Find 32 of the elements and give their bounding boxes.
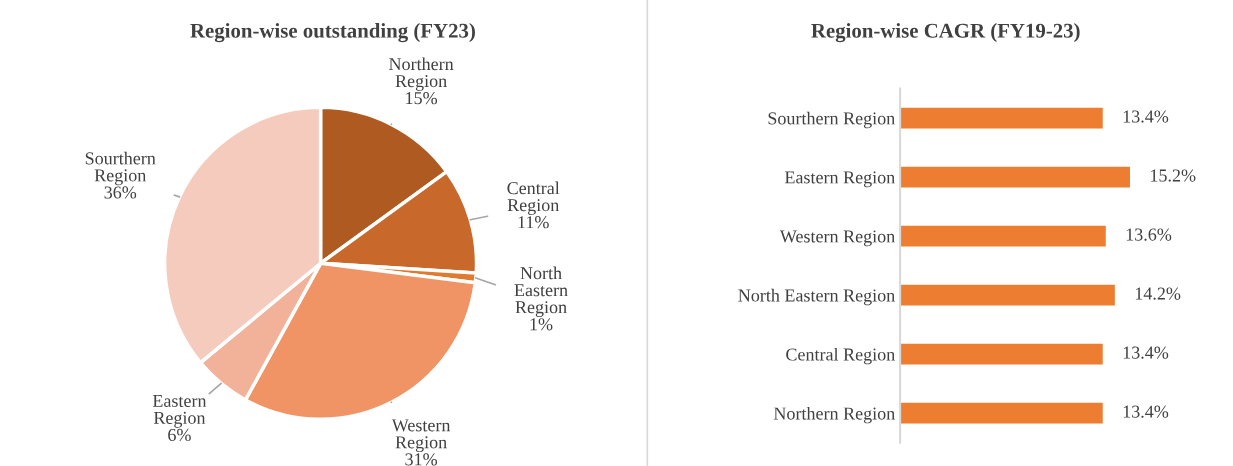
chart-title: Region-wise outstanding (FY23) (190, 23, 475, 43)
data-label: 13.4% (1123, 346, 1169, 359)
slice-label: Sourthern Region (85, 151, 156, 186)
data-label: 31% (405, 453, 438, 466)
y-tick-label: Central Region (786, 347, 895, 365)
data-label: 6% (168, 428, 191, 442)
slice-label: Central Region (507, 181, 560, 215)
slice-label: Northern Region (389, 57, 454, 91)
data-label: 36% (104, 186, 137, 199)
slice-label: Western Region (391, 419, 451, 453)
y-tick-label: Sourthern Region (768, 111, 895, 129)
bar (900, 107, 1103, 129)
data-label: 14.2% (1135, 287, 1181, 300)
data-label: 15% (406, 92, 438, 105)
chart-title: Region-wise CAGR (FY19-23) (811, 23, 1080, 43)
bar (900, 402, 1103, 424)
data-label: 11% (518, 216, 549, 229)
y-tick-label: Eastern Region (784, 171, 895, 188)
slice-label: North Eastern Region (514, 266, 568, 318)
bar (900, 343, 1103, 365)
data-label: 1% (530, 318, 553, 331)
bar (900, 284, 1115, 306)
bar (900, 166, 1130, 188)
data-label: 13.6% (1126, 228, 1172, 241)
slice-label: Eastern Region (152, 394, 207, 428)
data-label: 15.2% (1151, 169, 1196, 182)
data-label: 13.4% (1123, 110, 1169, 123)
y-tick-label: North Eastern Region (738, 288, 895, 306)
y-tick-label: Northern Region (773, 406, 895, 424)
data-label: 13.4% (1123, 405, 1169, 418)
bar (900, 225, 1106, 247)
y-tick-label: Western Region (779, 230, 895, 247)
